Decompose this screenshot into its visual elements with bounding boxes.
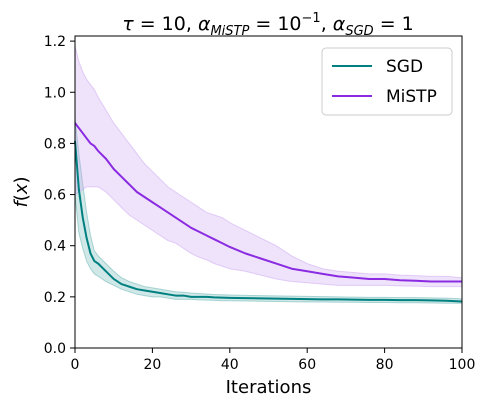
y-tick-label: 0.4 — [44, 239, 66, 255]
x-tick-label: 80 — [376, 357, 394, 373]
series-lines — [74, 122, 463, 303]
x-tick-label: 0 — [71, 357, 80, 373]
chart-title: τ = 10, αMiSTP = 10−1, αSGD = 1 — [122, 11, 414, 39]
y-axis-label: f(x) — [11, 176, 32, 207]
y-tick-label: 0.6 — [44, 188, 66, 204]
legend-box — [321, 47, 453, 116]
x-tick-label: 60 — [298, 357, 316, 373]
y-tick-label: 1.0 — [44, 85, 66, 101]
line-sgd — [74, 140, 463, 303]
y-axis-ticks: 0.0 0.2 0.4 0.6 0.8 1.0 1.2 — [44, 34, 75, 357]
y-tick-label: 0.8 — [44, 136, 66, 152]
line-mistp — [74, 122, 462, 283]
legend-label-mistp: MiSTP — [386, 87, 437, 107]
plot-frame — [74, 35, 463, 349]
x-axis-label: Iterations — [226, 377, 312, 398]
x-tick-label: 100 — [449, 357, 476, 373]
y-tick-label: 0.2 — [44, 290, 66, 306]
x-axis-ticks: 0 20 40 60 80 100 — [71, 348, 476, 373]
y-tick-label: 0.0 — [44, 341, 66, 357]
y-tick-label: 1.2 — [44, 34, 66, 50]
legend-label-sgd: SGD — [386, 57, 423, 77]
x-tick-label: 40 — [221, 357, 239, 373]
x-tick-label: 20 — [143, 357, 161, 373]
legend: SGD MiSTP — [321, 47, 453, 116]
